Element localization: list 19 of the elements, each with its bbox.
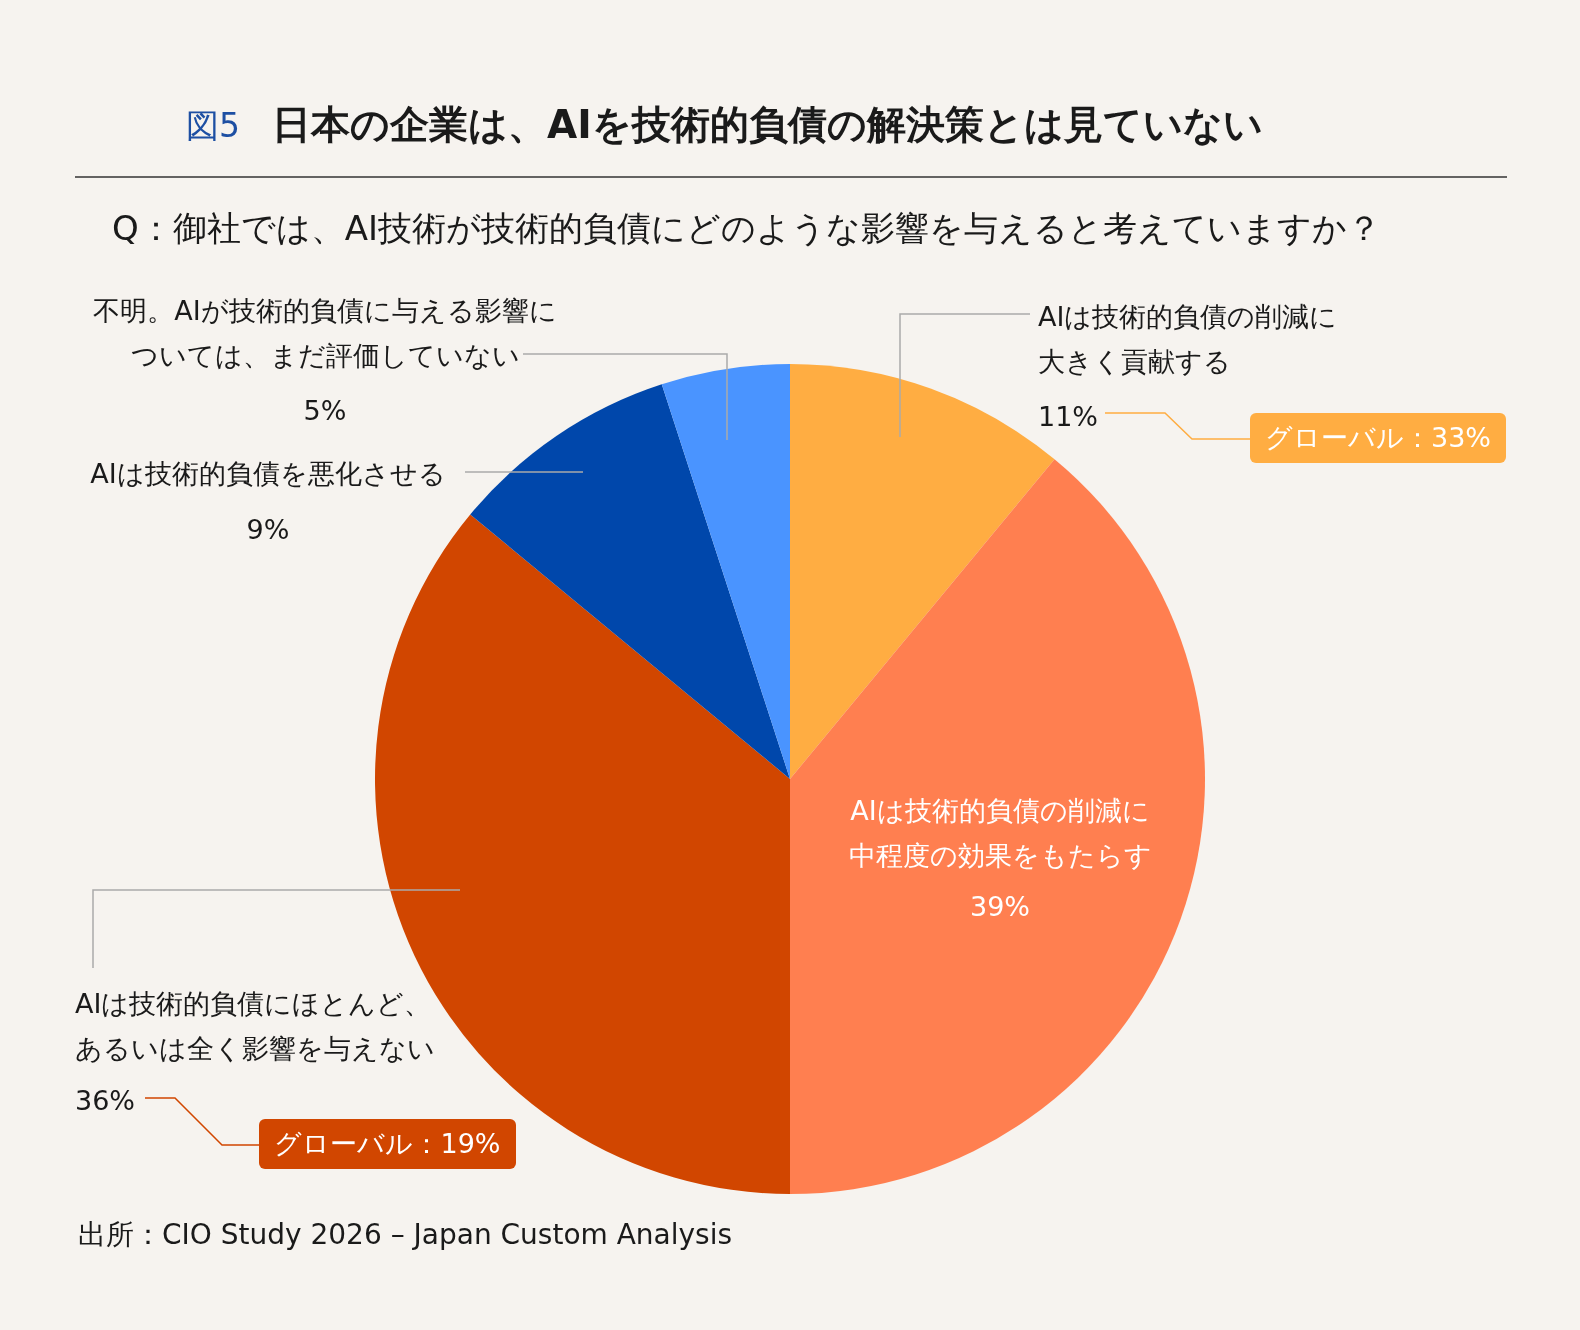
chart-title: 日本の企業は、AIを技術的負債の解決策とは見ていない — [272, 101, 1263, 149]
data-label: 9% — [245, 513, 291, 547]
text: 出所：CIO Study 2026 – Japan Custom Analysis — [78, 1217, 733, 1253]
text: グローバル：19% — [259, 1119, 516, 1169]
text: グローバル：33% — [1250, 413, 1506, 463]
slice-label: AIは技術的負債にほとんど、あるいは全く影響を与えない — [75, 987, 436, 1066]
data-label: 11% — [1038, 400, 1099, 434]
pie-slice — [470, 384, 790, 779]
caption: 図5 — [186, 105, 240, 147]
slice-label: 不明。AIが技術的負債に与える影響については、まだ評価していない — [92, 294, 558, 373]
slice-label: AIは技術的負債を悪化させる — [89, 457, 447, 491]
data-label: 5% — [302, 394, 348, 428]
data-label: 36% — [75, 1084, 136, 1118]
data-label: 39% — [969, 890, 1031, 924]
slice-label: AIは技術的負債の削減に中程度の効果をもたらす — [847, 794, 1153, 873]
chart-subtitle: Q：御社では、AI技術が技術的負債にどのような影響を与えると考えていますか？ — [112, 207, 1383, 250]
pie-slice — [790, 459, 1205, 1194]
slice-label: AIは技術的負債の削減に大きく貢献する — [1038, 300, 1339, 379]
pie-slice — [661, 364, 790, 779]
